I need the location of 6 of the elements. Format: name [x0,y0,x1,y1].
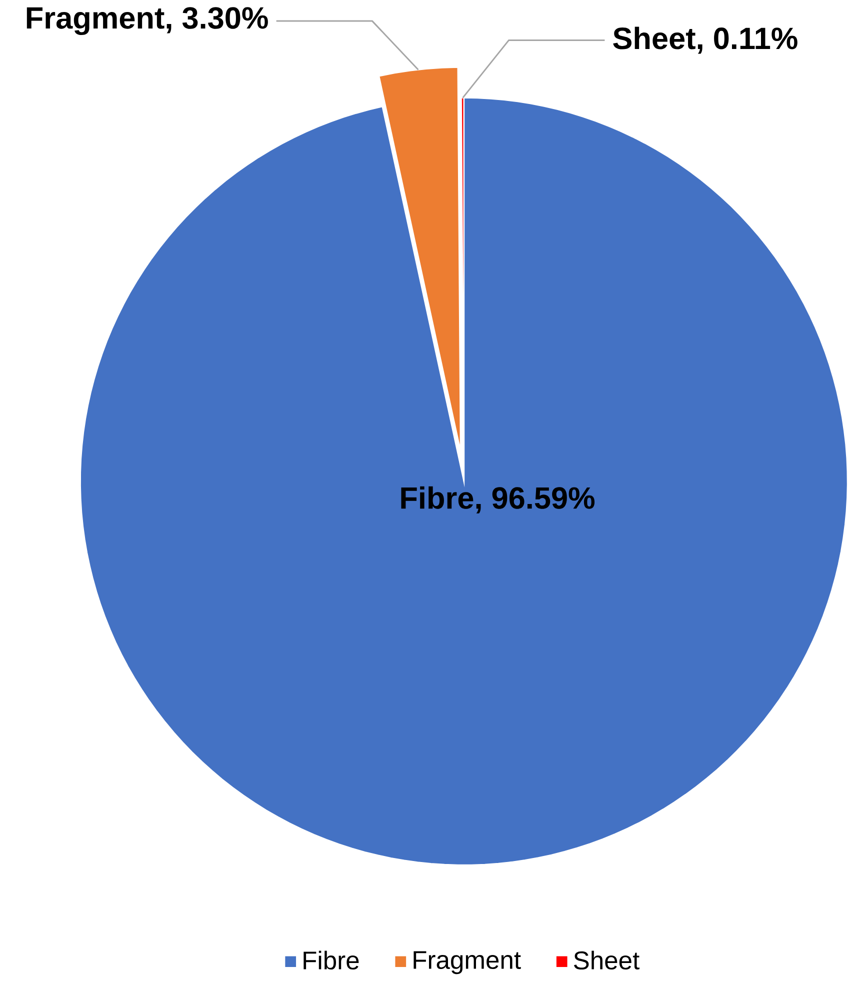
slice-label: Fibre [304,950,359,970]
data-label: Fibre, 96.59% [401,486,594,514]
legend-label: Sheet [574,950,640,970]
legend-label: Fragment [414,951,521,974]
data-label: Sheet, 0.11% [613,26,798,54]
data-label: Fragment, 3.30% [26,7,268,36]
